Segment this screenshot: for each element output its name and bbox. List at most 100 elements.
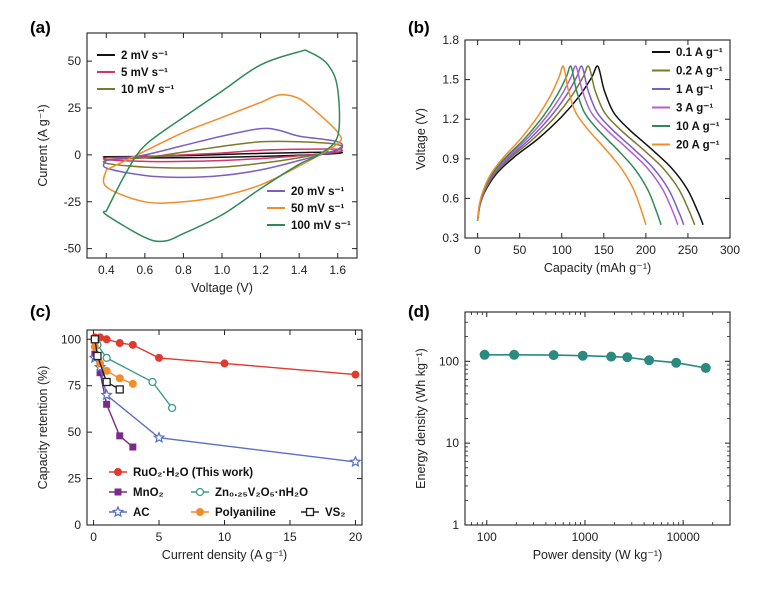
panel-c: 0 5 10 15 20 0 25 50 75 100 Current density (A g⁻¹… bbox=[30, 302, 363, 562]
data-point bbox=[128, 379, 137, 388]
data-point bbox=[100, 388, 113, 401]
cv-curve bbox=[102, 140, 344, 169]
x-axis-label: Power density (W kg⁻¹) bbox=[533, 548, 663, 562]
cv-curve bbox=[102, 127, 344, 179]
y-tick-label: 25 bbox=[68, 472, 82, 486]
data-point bbox=[115, 339, 124, 347]
data-point bbox=[90, 335, 100, 344]
y-tick-label: -50 bbox=[64, 242, 82, 256]
y-tick-label: 0.6 bbox=[442, 191, 459, 205]
data-point bbox=[90, 342, 99, 351]
x-axis-label: Capacity (mAh g⁻¹) bbox=[544, 261, 651, 275]
y-tick-label: 0 bbox=[74, 148, 81, 162]
legend-label: 3 A g⁻¹ bbox=[676, 103, 713, 115]
data-point bbox=[115, 374, 124, 383]
x-tick-label: 250 bbox=[678, 243, 698, 257]
data-point bbox=[577, 350, 588, 361]
cv-curve bbox=[102, 151, 344, 159]
data-point bbox=[196, 508, 204, 516]
plot-frame bbox=[464, 311, 731, 526]
y-tick-label: 1.2 bbox=[442, 112, 459, 126]
data-point bbox=[155, 353, 164, 362]
data-point bbox=[305, 507, 315, 517]
x-tick-label: 10000 bbox=[666, 530, 700, 544]
data-point bbox=[349, 455, 362, 468]
y-tick-label: 75 bbox=[68, 379, 82, 393]
data-point bbox=[509, 349, 520, 360]
legend-label: Zn₀.₂₅V₂O₅·nH₂O bbox=[215, 487, 308, 499]
data-point bbox=[96, 369, 104, 377]
plot-frame bbox=[464, 39, 731, 239]
y-tick-label: 50 bbox=[68, 54, 82, 68]
cv-curve bbox=[102, 49, 341, 243]
y-tick-label: 100 bbox=[61, 332, 81, 346]
legend-label: AC bbox=[133, 507, 150, 519]
legend-label: 10 mV s⁻¹ bbox=[121, 84, 175, 96]
data-point bbox=[115, 385, 124, 394]
y-axis-label: Current (A g⁻¹) bbox=[36, 104, 50, 186]
y-axis-label: Capacity retention (%) bbox=[36, 366, 50, 490]
y-tick-label: 1.5 bbox=[442, 73, 459, 87]
gcd-curve bbox=[476, 65, 662, 226]
y-tick-label: -25 bbox=[64, 195, 82, 209]
x-tick-label: 0 bbox=[474, 243, 481, 257]
x-tick-label: 1.6 bbox=[329, 263, 346, 277]
x-tick-label: 1.0 bbox=[214, 263, 231, 277]
panel-a: 0.4 0.6 0.8 1.0 1.2 1.4 1.6 -50 -25 0 25 50 Voltage … bbox=[30, 18, 358, 295]
legend-label: Polyaniline bbox=[215, 507, 276, 519]
data-point bbox=[351, 370, 360, 379]
legend-label: 100 mV s⁻¹ bbox=[291, 220, 351, 232]
panel-label: (d) bbox=[408, 302, 430, 321]
panel-d: 100 1000 10000 1 10 100 Power density (W kg⁻¹)… bbox=[408, 302, 731, 562]
x-tick-label: 1.2 bbox=[252, 263, 269, 277]
data-point bbox=[148, 377, 157, 387]
data-point bbox=[116, 432, 124, 440]
legend-label: 20 mV s⁻¹ bbox=[291, 186, 345, 198]
x-tick-label: 1000 bbox=[572, 530, 599, 544]
legend-label: 1 A g⁻¹ bbox=[676, 84, 713, 96]
y-tick-label: 1.8 bbox=[442, 33, 459, 47]
cv-curve bbox=[102, 148, 344, 163]
legend-label: RuO₂·H₂O (This work) bbox=[133, 467, 253, 479]
data-point bbox=[220, 359, 229, 368]
data-point bbox=[167, 403, 177, 413]
data-point bbox=[152, 431, 166, 444]
data-point bbox=[195, 487, 205, 497]
panel-label: (a) bbox=[30, 18, 51, 37]
legend-label: 5 mV s⁻¹ bbox=[121, 67, 168, 79]
series-line bbox=[94, 339, 121, 391]
legend-label: 0.2 A g⁻¹ bbox=[676, 66, 723, 78]
panel-label: (b) bbox=[408, 18, 430, 37]
x-tick-label: 1.4 bbox=[291, 263, 308, 277]
data-point bbox=[671, 357, 682, 368]
x-tick-label: 100 bbox=[477, 530, 497, 544]
y-tick-label: 0 bbox=[74, 518, 81, 532]
legend-label: MnO₂ bbox=[133, 487, 164, 499]
y-tick-label: 0.9 bbox=[442, 152, 459, 166]
data-point bbox=[128, 340, 137, 349]
data-point bbox=[114, 488, 122, 496]
data-point bbox=[102, 335, 111, 344]
legend-label: 10 A g⁻¹ bbox=[676, 121, 720, 133]
x-tick-label: 100 bbox=[552, 243, 572, 257]
data-point bbox=[700, 362, 711, 373]
x-tick-label: 10 bbox=[218, 530, 232, 544]
data-point bbox=[111, 505, 125, 518]
legend-label: 20 A g⁻¹ bbox=[676, 140, 720, 152]
x-tick-label: 200 bbox=[636, 243, 656, 257]
y-tick-label: 50 bbox=[68, 425, 82, 439]
data-point bbox=[102, 377, 111, 387]
data-point bbox=[93, 351, 102, 361]
gcd-curve bbox=[476, 65, 696, 226]
legend-label: VS₂ bbox=[325, 507, 345, 519]
data-point bbox=[103, 400, 111, 408]
panel-label: (c) bbox=[30, 302, 51, 321]
x-tick-label: 0 bbox=[90, 530, 97, 544]
data-point bbox=[644, 355, 655, 366]
x-tick-label: 0.6 bbox=[137, 263, 154, 277]
data-point bbox=[102, 353, 111, 363]
data-point bbox=[129, 443, 137, 451]
legend-label: 0.1 A g⁻¹ bbox=[676, 47, 723, 59]
data-point bbox=[606, 351, 617, 362]
